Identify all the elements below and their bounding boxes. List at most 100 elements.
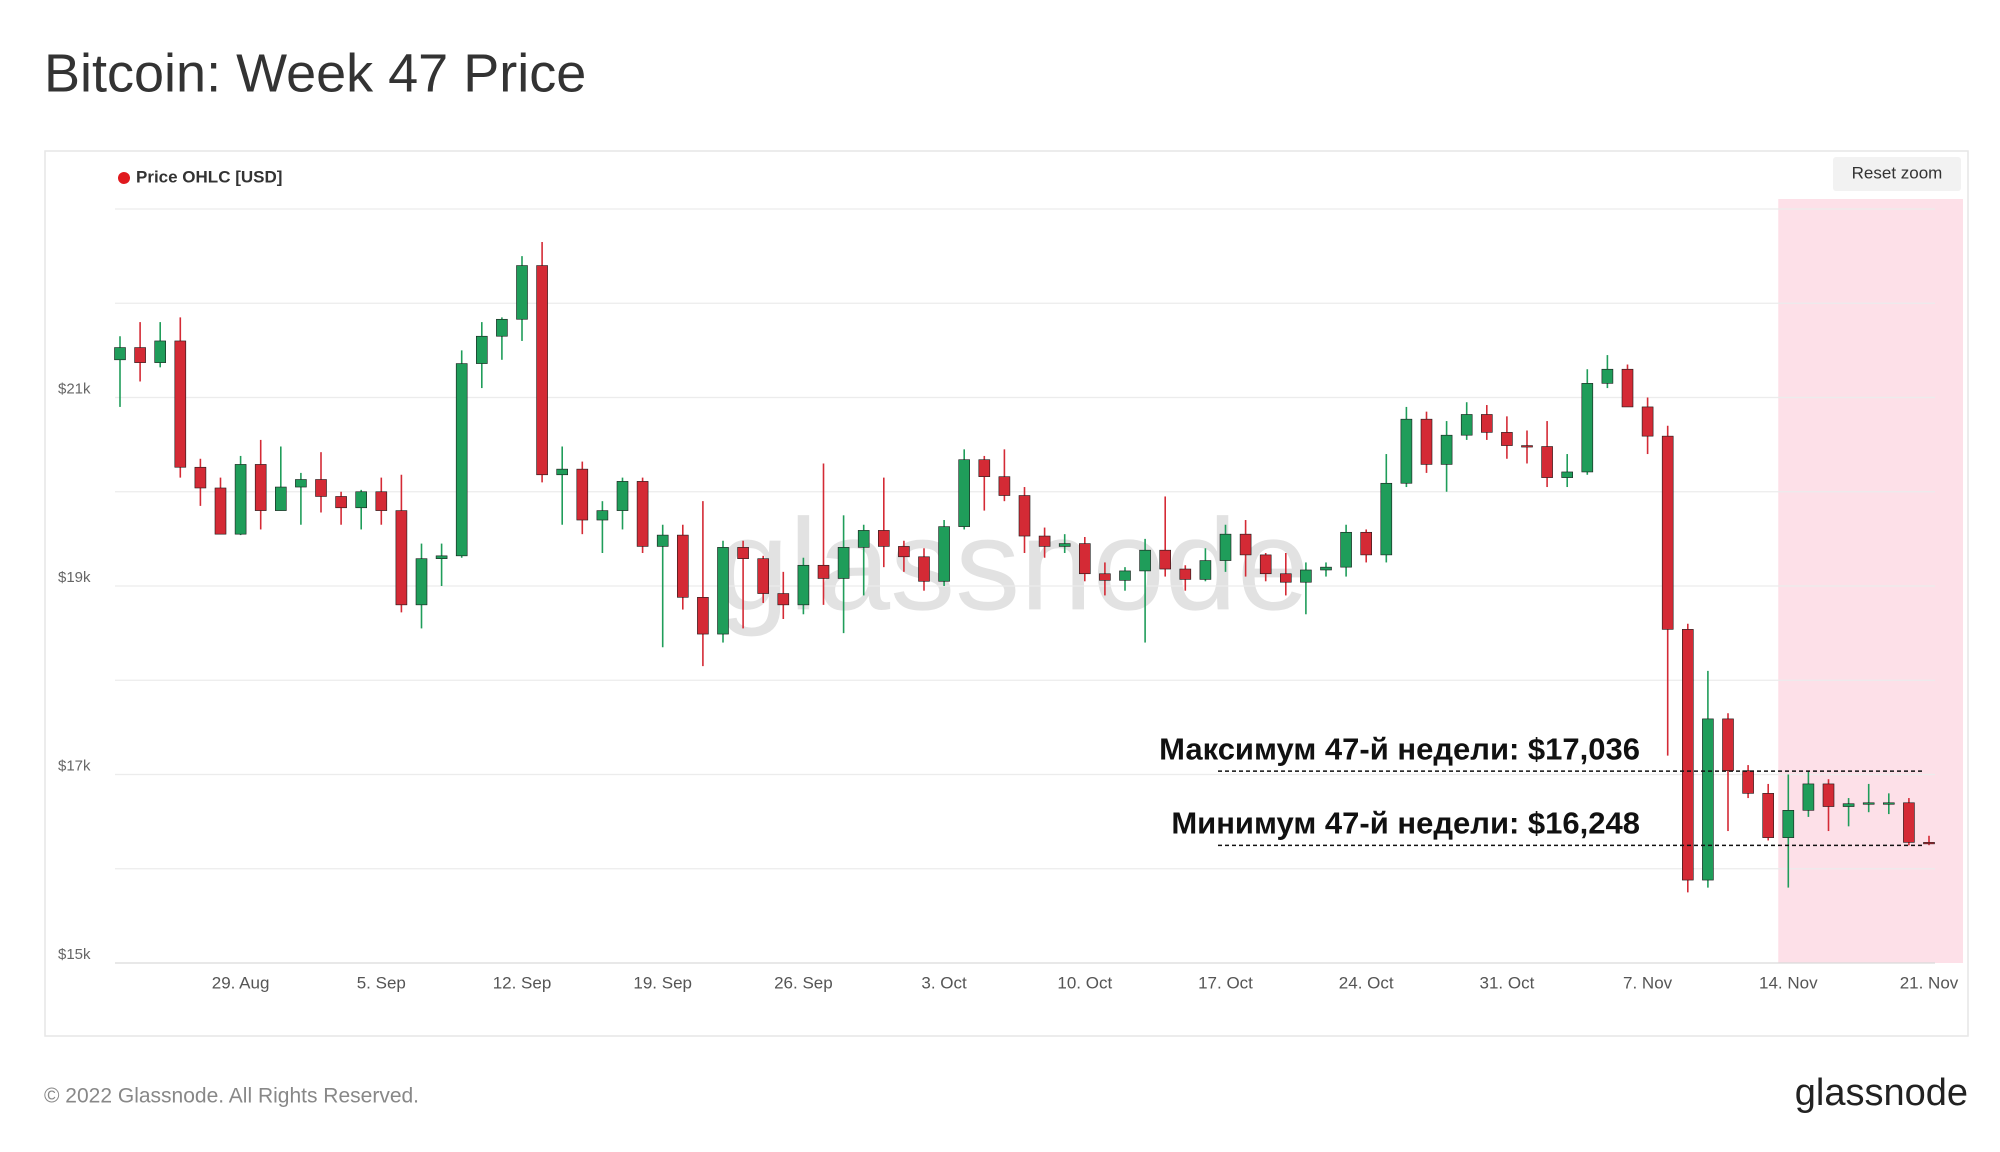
x-tick-label: 7. Nov — [1623, 973, 1673, 992]
candle-body — [757, 558, 770, 594]
candle-body — [616, 481, 629, 511]
candle-body — [1420, 418, 1433, 465]
candle-body — [114, 347, 126, 361]
watermark: glassnode — [717, 491, 1310, 637]
candle-body — [556, 468, 569, 476]
plot: glassnode $15k $17k $19k $21k 29. Aug 5. Sep 12… — [58, 167, 1963, 992]
candle-body — [1058, 543, 1071, 547]
annotation-text: Максимум 47-й недели: $17,036 — [1159, 731, 1640, 766]
candle-body — [918, 556, 930, 582]
candle-body — [1742, 770, 1754, 794]
candle-body — [777, 593, 790, 606]
candle-body — [1380, 482, 1393, 556]
candle-body — [1280, 573, 1292, 583]
x-tick-label: 3. Oct — [921, 973, 967, 992]
candle-body — [1219, 533, 1232, 561]
candle-body — [1239, 533, 1252, 556]
candle-body — [254, 464, 267, 511]
candle-body — [395, 510, 408, 606]
candle-body — [958, 459, 971, 527]
candle-body — [1460, 414, 1473, 436]
candle-body — [174, 340, 187, 468]
candle-body — [857, 530, 870, 548]
candle-body — [1521, 445, 1533, 448]
legend-label: Price OHLC [USD] — [136, 167, 282, 186]
reset-zoom-bg[interactable] — [1833, 157, 1961, 191]
y-tick-label: $21k — [58, 380, 91, 397]
candle-body — [1541, 446, 1553, 478]
y-tick-label: $17k — [58, 757, 91, 774]
logo: glassnode — [1795, 1072, 1968, 1114]
candle-body — [1018, 495, 1031, 537]
candle-body — [355, 491, 368, 509]
candle-body — [1581, 383, 1594, 473]
candle-body — [1923, 842, 1935, 845]
x-tick-label: 24. Oct — [1339, 973, 1394, 992]
x-tick-label: 12. Sep — [493, 973, 552, 992]
candle-body — [1621, 368, 1634, 408]
candle-body — [717, 547, 729, 635]
candle-body — [516, 265, 528, 320]
candle-body — [1501, 432, 1513, 446]
candle-body — [1782, 810, 1795, 838]
candle-body — [1340, 531, 1352, 568]
candle-body — [1903, 802, 1915, 843]
week-highlight — [1778, 199, 1963, 963]
x-tick-label: 17. Oct — [1198, 973, 1253, 992]
candle-body — [1199, 560, 1212, 580]
candle-body — [134, 347, 146, 363]
candle-body — [1440, 434, 1453, 465]
candle-body — [1661, 435, 1674, 630]
candle-body — [837, 547, 850, 579]
candle-body — [1822, 783, 1835, 807]
reset-zoom-button[interactable]: Reset zoom — [1833, 157, 1961, 191]
candle-body — [496, 318, 508, 337]
candle-body — [898, 546, 910, 558]
candle-body — [1883, 802, 1895, 805]
candle-body — [1079, 543, 1091, 575]
candle-body — [737, 547, 749, 559]
candle-body — [1259, 554, 1272, 575]
candle-body — [1179, 568, 1192, 580]
candle-body — [998, 476, 1011, 496]
candle-body — [214, 487, 227, 535]
y-tick-label: $19k — [58, 569, 91, 586]
candle-body — [938, 526, 950, 582]
candle-body — [1159, 549, 1171, 570]
x-tick-label: 14. Nov — [1759, 973, 1818, 992]
x-tick-label: 19. Sep — [633, 973, 692, 992]
candle-body — [576, 468, 589, 521]
x-tick-label: 10. Oct — [1057, 973, 1112, 992]
candle-body — [536, 265, 548, 476]
page-title: Bitcoin: Week 47 Price — [44, 43, 586, 103]
candle-body — [1038, 535, 1051, 547]
x-tick-label: 21. Nov — [1900, 973, 1959, 992]
candle-body — [315, 479, 327, 497]
candle-body — [1601, 368, 1614, 384]
candle-body — [415, 558, 428, 606]
candle-body — [636, 481, 649, 547]
candle-body — [475, 335, 488, 364]
candle-body — [1802, 783, 1815, 811]
candle-body — [154, 340, 166, 363]
annotation-text: Минимум 47-й недели: $16,248 — [1171, 806, 1640, 841]
candle-body — [274, 486, 287, 511]
candle-body — [295, 479, 307, 488]
candle-body — [435, 555, 448, 559]
candle-body — [877, 530, 890, 547]
candle-body — [1400, 418, 1413, 484]
candle-body — [1641, 406, 1654, 437]
candle-body — [1139, 549, 1151, 572]
candle-body — [234, 464, 247, 535]
candle-body — [1099, 573, 1111, 581]
x-tick-label: 29. Aug — [212, 973, 270, 992]
copyright: © 2022 Glassnode. All Rights Reserved. — [44, 1085, 419, 1108]
reset-zoom-label[interactable]: Reset zoom — [1852, 163, 1943, 182]
candle-body — [1320, 566, 1332, 571]
candle-body — [676, 534, 689, 598]
candle-body — [375, 491, 388, 511]
candle-body — [1682, 629, 1694, 881]
candle-body — [817, 564, 830, 579]
candle-body — [1119, 570, 1131, 581]
